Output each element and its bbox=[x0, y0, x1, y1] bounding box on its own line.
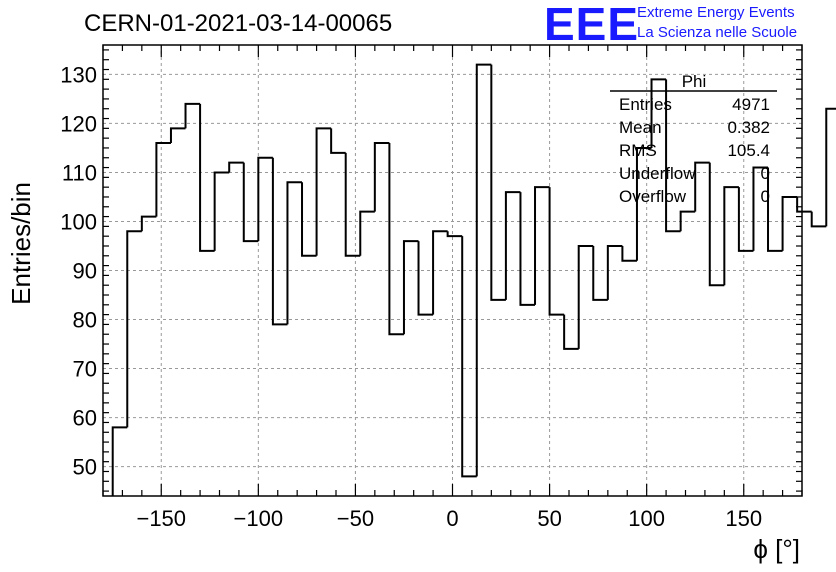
histogram-bin bbox=[213, 171, 230, 251]
stats-row-value: 105.4 bbox=[727, 141, 770, 160]
histogram-bin bbox=[534, 186, 550, 305]
x-tick-label: −100 bbox=[234, 506, 284, 531]
stats-row-value: 0 bbox=[761, 187, 770, 206]
logo-subtitle-line2: La Scienza nelle Scuole bbox=[637, 24, 798, 41]
histogram-bin bbox=[708, 162, 725, 287]
stats-row-value: 0 bbox=[761, 164, 770, 183]
histogram-bin bbox=[665, 79, 681, 233]
histogram-bin bbox=[417, 241, 434, 316]
histogram-bin bbox=[388, 143, 404, 336]
histogram-bin bbox=[286, 181, 303, 325]
histogram-bin bbox=[301, 182, 317, 257]
histogram-bin bbox=[548, 187, 565, 316]
histogram-bin bbox=[344, 152, 361, 257]
histogram-bin bbox=[752, 166, 769, 251]
stats-row-label: Mean bbox=[619, 118, 662, 137]
y-tick-label: 120 bbox=[60, 111, 97, 136]
histogram-bin bbox=[155, 142, 171, 217]
eee-logo: EEE bbox=[544, 0, 640, 50]
y-tick-label: 110 bbox=[62, 160, 97, 185]
histogram-bin bbox=[650, 78, 667, 148]
histogram-bin bbox=[810, 211, 827, 228]
axis-tick-labels: −150 −100 −50 0 50 100 150 50 60 70 80 90 100 110 120 1… bbox=[60, 62, 762, 531]
x-tick-label: 0 bbox=[446, 506, 458, 531]
histogram-bin bbox=[519, 192, 536, 306]
histogram-bin bbox=[475, 63, 492, 477]
histogram-series bbox=[111, 63, 836, 496]
histogram-bin bbox=[737, 187, 754, 252]
histogram-bin bbox=[490, 64, 506, 301]
histogram-bin bbox=[140, 215, 157, 232]
histogram-bin bbox=[635, 146, 652, 261]
histogram-bin bbox=[563, 314, 579, 350]
histogram-bin bbox=[242, 162, 259, 243]
histogram-bin bbox=[825, 107, 836, 227]
x-axis-title: ϕ [°] bbox=[753, 534, 800, 564]
logo-subtitle-line1: Extreme Energy Events bbox=[637, 4, 795, 21]
axis-ticks bbox=[102, 45, 803, 496]
y-tick-label: 70 bbox=[73, 357, 97, 382]
stats-box-title: Phi bbox=[682, 72, 707, 91]
histogram-bin bbox=[373, 142, 390, 212]
y-tick-label: 60 bbox=[73, 406, 97, 431]
histogram-bin bbox=[126, 230, 142, 428]
stats-row-label: Entries bbox=[619, 95, 672, 114]
histogram-bin bbox=[679, 210, 696, 232]
chart-title: CERN-01-2021-03-14-00065 bbox=[84, 10, 393, 37]
stats-row-label: Underflow bbox=[619, 164, 696, 183]
histogram-bin bbox=[257, 156, 273, 242]
stats-row-label: Overflow bbox=[619, 187, 687, 206]
histogram-bin bbox=[315, 127, 332, 256]
histogram-bin bbox=[169, 127, 186, 144]
y-tick-label: 80 bbox=[73, 308, 97, 333]
histogram-bin bbox=[199, 103, 215, 252]
y-tick-label: 130 bbox=[60, 62, 97, 87]
histogram-bin bbox=[621, 245, 637, 262]
x-tick-label: −150 bbox=[136, 506, 186, 531]
histogram-bin bbox=[694, 161, 710, 212]
histogram-bin bbox=[446, 231, 463, 238]
histogram-bin bbox=[228, 161, 244, 173]
histogram-bin bbox=[606, 244, 623, 300]
histogram-bin bbox=[330, 128, 346, 154]
histogram-bin bbox=[402, 240, 419, 335]
histogram-bin bbox=[504, 191, 521, 300]
grid-lines bbox=[103, 45, 802, 496]
histogram-bin bbox=[592, 245, 608, 301]
histogram-bin bbox=[461, 236, 477, 478]
histogram-bin bbox=[432, 230, 448, 315]
stats-row-label: RMS bbox=[619, 141, 657, 160]
histogram-bin bbox=[723, 186, 739, 286]
histogram-bin bbox=[359, 210, 375, 256]
histogram-bin bbox=[767, 167, 783, 252]
histogram-bin bbox=[271, 157, 288, 326]
histogram-bin bbox=[577, 244, 594, 349]
y-tick-label: 50 bbox=[73, 455, 97, 480]
x-tick-label: 100 bbox=[628, 506, 665, 531]
stats-box: Phi Entries 4971 Mean 0.382 RMS 105.4 Underflo… bbox=[610, 72, 777, 206]
histogram-bin bbox=[111, 426, 128, 496]
x-tick-label: 50 bbox=[537, 506, 561, 531]
histogram-bin bbox=[796, 196, 812, 213]
histogram-bin bbox=[184, 102, 201, 129]
y-tick-label: 100 bbox=[60, 209, 97, 234]
x-tick-label: 150 bbox=[725, 506, 762, 531]
x-tick-label: −50 bbox=[337, 506, 374, 531]
y-axis-title: Entries/bin bbox=[6, 182, 36, 305]
stats-row-value: 0.382 bbox=[727, 118, 770, 137]
stats-row-value: 4971 bbox=[732, 95, 770, 114]
y-tick-label: 90 bbox=[73, 259, 97, 284]
histogram-bin bbox=[781, 195, 798, 251]
